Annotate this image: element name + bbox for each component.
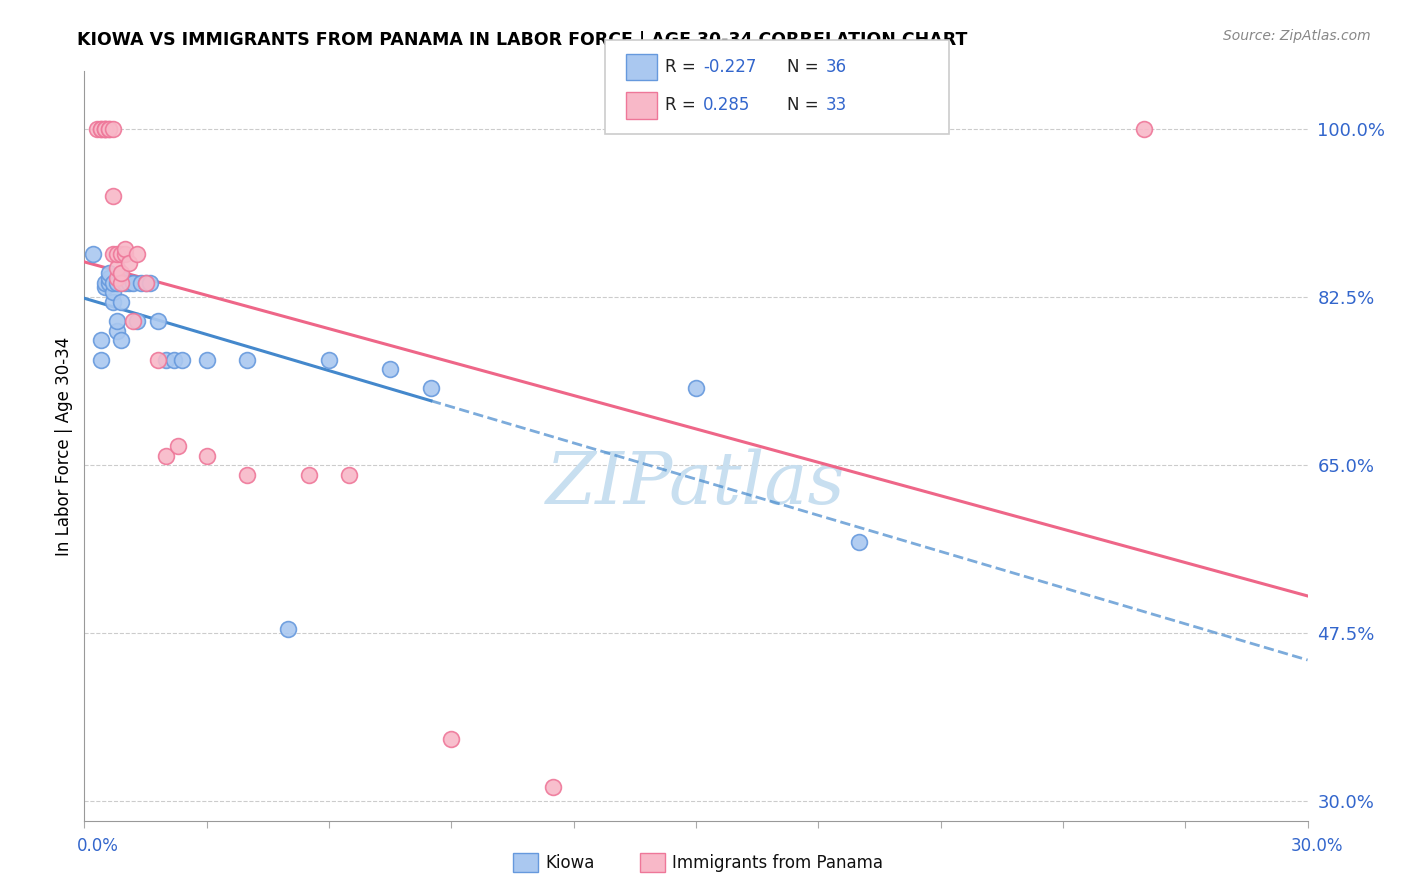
Point [93, 280, 115, 294]
Text: ZIPatlas: ZIPatlas [546, 448, 846, 519]
Point [97, 122, 120, 136]
Point [97, 266, 120, 280]
Point [543, 780, 565, 794]
Point [101, 247, 124, 261]
Text: R =: R = [665, 58, 702, 76]
Point [122, 314, 145, 328]
Point [110, 271, 132, 285]
Text: 0.285: 0.285 [703, 96, 751, 114]
Point [848, 535, 870, 549]
Point [90, 334, 112, 348]
Point [236, 352, 259, 367]
Point [380, 362, 402, 376]
Text: Immigrants from Panama: Immigrants from Panama [672, 854, 883, 871]
Text: 0.0%: 0.0% [77, 837, 120, 855]
Point [105, 276, 128, 290]
Point [155, 352, 177, 367]
Point [101, 285, 124, 300]
Point [1133, 122, 1156, 136]
Point [118, 256, 141, 270]
Point [440, 731, 463, 746]
Point [105, 314, 128, 328]
Point [195, 352, 218, 367]
Point [90, 122, 112, 136]
Point [155, 449, 177, 463]
Point [122, 276, 145, 290]
Text: R =: R = [665, 96, 706, 114]
Point [93, 122, 115, 136]
Point [93, 122, 115, 136]
Point [163, 352, 186, 367]
Text: N =: N = [787, 96, 824, 114]
Text: 33: 33 [825, 96, 846, 114]
Point [105, 261, 128, 276]
Point [114, 242, 136, 256]
Point [110, 266, 132, 280]
Point [420, 381, 443, 395]
Point [318, 352, 340, 367]
Point [298, 467, 321, 482]
Point [195, 449, 218, 463]
Point [101, 276, 124, 290]
Point [339, 467, 361, 482]
Point [105, 271, 128, 285]
Point [685, 381, 707, 395]
Y-axis label: In Labor Force | Age 30-34: In Labor Force | Age 30-34 [55, 336, 73, 556]
Text: -0.227: -0.227 [703, 58, 756, 76]
Point [127, 314, 149, 328]
Text: Kiowa: Kiowa [546, 854, 595, 871]
Point [277, 622, 299, 636]
Point [236, 467, 259, 482]
Point [93, 122, 115, 136]
Point [105, 324, 128, 338]
Text: KIOWA VS IMMIGRANTS FROM PANAMA IN LABOR FORCE | AGE 30-34 CORRELATION CHART: KIOWA VS IMMIGRANTS FROM PANAMA IN LABOR… [77, 31, 967, 49]
Point [110, 334, 132, 348]
Point [114, 247, 136, 261]
Point [135, 276, 157, 290]
Text: Source: ZipAtlas.com: Source: ZipAtlas.com [1223, 29, 1371, 43]
Point [97, 271, 120, 285]
Point [110, 276, 132, 290]
Point [90, 122, 112, 136]
Point [110, 294, 132, 309]
Point [93, 276, 115, 290]
Point [97, 122, 120, 136]
Point [101, 122, 124, 136]
Point [135, 276, 157, 290]
Point [86, 122, 108, 136]
Point [146, 352, 169, 367]
Text: 30.0%: 30.0% [1291, 837, 1343, 855]
Text: N =: N = [787, 58, 824, 76]
Point [131, 276, 153, 290]
Point [105, 247, 128, 261]
Point [146, 314, 169, 328]
Point [110, 247, 132, 261]
Point [82, 247, 104, 261]
Point [90, 352, 112, 367]
Point [167, 439, 190, 453]
Point [172, 352, 194, 367]
Point [101, 294, 124, 309]
Point [97, 276, 120, 290]
Point [118, 276, 141, 290]
Point [127, 247, 149, 261]
Point [138, 276, 160, 290]
Point [114, 276, 136, 290]
Text: 36: 36 [825, 58, 846, 76]
Point [101, 189, 124, 203]
